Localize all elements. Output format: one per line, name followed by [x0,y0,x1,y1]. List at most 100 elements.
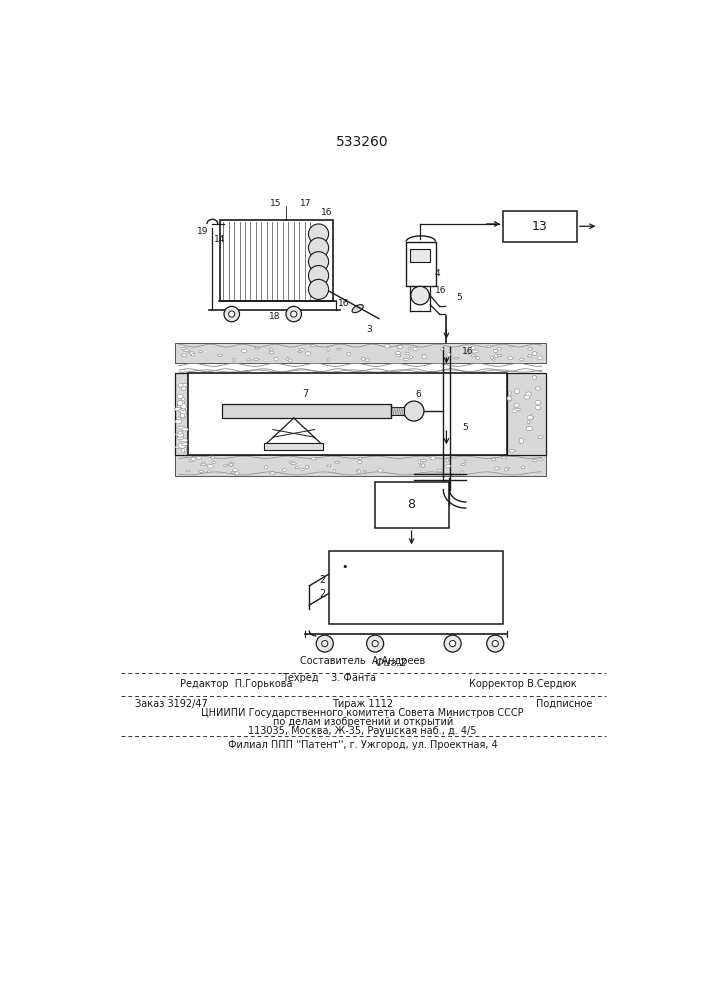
Ellipse shape [180,416,186,419]
Ellipse shape [182,398,185,403]
Ellipse shape [520,359,524,360]
Ellipse shape [385,344,390,348]
Ellipse shape [366,359,369,362]
Bar [503,211,577,242]
Text: •: • [341,562,347,572]
Ellipse shape [530,414,533,419]
Ellipse shape [223,465,228,466]
Text: 17: 17 [300,199,311,208]
Ellipse shape [287,357,289,361]
Ellipse shape [527,416,534,419]
Ellipse shape [264,466,268,469]
Ellipse shape [493,349,498,352]
Ellipse shape [180,413,185,418]
Ellipse shape [494,467,500,470]
Ellipse shape [508,357,513,359]
Ellipse shape [508,392,512,395]
Circle shape [444,635,461,652]
Ellipse shape [535,387,541,390]
Ellipse shape [186,470,190,472]
Ellipse shape [175,407,182,411]
Ellipse shape [538,356,542,360]
Ellipse shape [495,354,498,358]
Ellipse shape [464,460,467,463]
Bar [175,343,546,363]
Ellipse shape [515,408,520,411]
Text: 4: 4 [434,269,440,278]
Ellipse shape [230,463,233,466]
Ellipse shape [181,348,186,350]
Ellipse shape [177,405,185,408]
Ellipse shape [300,468,304,470]
Ellipse shape [337,348,341,350]
Ellipse shape [176,417,181,419]
Ellipse shape [334,462,340,463]
Ellipse shape [514,403,519,407]
Ellipse shape [199,351,202,353]
Ellipse shape [182,448,185,453]
Ellipse shape [181,386,186,391]
Ellipse shape [527,348,532,350]
Ellipse shape [497,347,501,350]
Ellipse shape [310,345,316,347]
Ellipse shape [506,468,510,469]
Ellipse shape [507,396,512,400]
Text: Тираж 1112: Тираж 1112 [332,699,393,709]
Ellipse shape [181,412,187,417]
Ellipse shape [191,458,195,461]
Ellipse shape [512,409,518,413]
Bar [264,443,323,450]
Ellipse shape [187,350,189,352]
Ellipse shape [233,358,235,362]
Circle shape [367,635,384,652]
Ellipse shape [445,465,450,468]
Ellipse shape [508,450,515,452]
Text: Подписное: Подписное [536,699,592,709]
Circle shape [308,279,329,299]
Text: Редактор  П.Горькова: Редактор П.Горькова [180,679,292,689]
Ellipse shape [291,463,296,465]
Ellipse shape [446,459,448,462]
Ellipse shape [408,347,411,350]
Ellipse shape [461,471,464,474]
Ellipse shape [418,460,421,463]
Ellipse shape [528,354,532,357]
Bar [175,373,187,455]
Circle shape [308,224,329,244]
Ellipse shape [539,458,543,461]
Ellipse shape [437,469,443,471]
Ellipse shape [305,352,310,355]
Ellipse shape [282,469,286,472]
Circle shape [322,641,328,647]
Ellipse shape [217,354,223,356]
Ellipse shape [201,464,206,466]
Text: 5: 5 [462,424,467,432]
Ellipse shape [178,431,183,434]
Circle shape [372,641,378,647]
Ellipse shape [498,354,502,357]
Ellipse shape [177,394,183,399]
Ellipse shape [231,471,234,473]
Circle shape [411,286,429,305]
Ellipse shape [361,358,365,360]
Ellipse shape [269,351,274,354]
Ellipse shape [525,392,532,396]
Circle shape [404,401,424,421]
Ellipse shape [290,461,293,463]
Circle shape [291,311,297,317]
Ellipse shape [190,352,194,355]
Ellipse shape [461,464,465,465]
Text: Техред    3. Фанта: Техред 3. Фанта [281,673,375,683]
Ellipse shape [403,358,409,360]
Bar [220,220,332,301]
Ellipse shape [207,471,211,473]
Ellipse shape [269,472,276,474]
Ellipse shape [524,395,530,399]
Ellipse shape [358,470,361,473]
Ellipse shape [535,400,541,404]
Ellipse shape [396,351,400,355]
Ellipse shape [519,438,524,443]
Ellipse shape [363,470,366,472]
Ellipse shape [228,463,234,466]
Ellipse shape [182,448,187,452]
